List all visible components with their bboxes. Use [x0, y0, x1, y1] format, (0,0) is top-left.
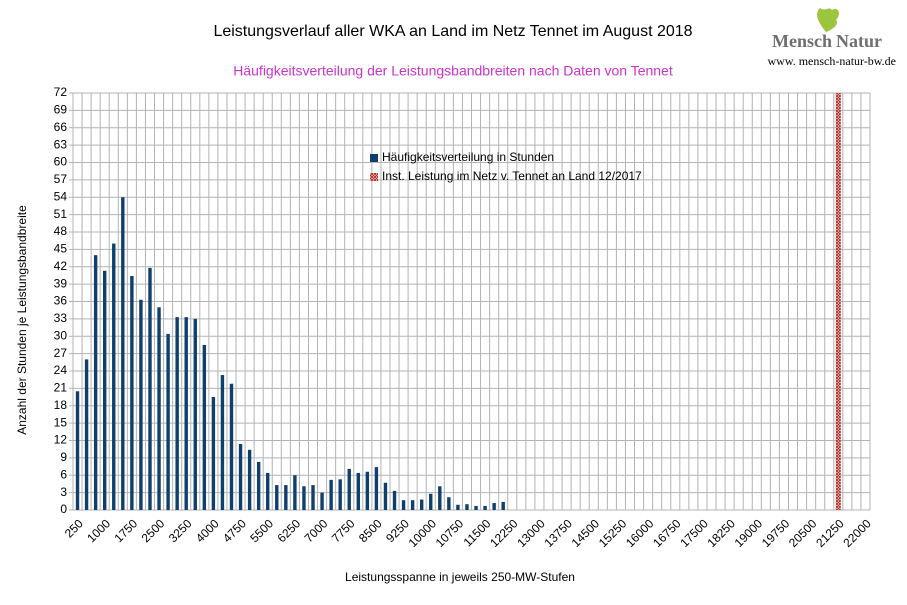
logo-url: www. mensch-natur-bw.de — [768, 54, 897, 68]
y-axis-label: Anzahl der Stunden je Leistungsbandbreit… — [15, 205, 29, 435]
bar — [302, 486, 306, 510]
y-tick-label: 72 — [54, 85, 68, 99]
y-tick-label: 3 — [60, 485, 67, 499]
bar — [139, 299, 143, 510]
bar — [501, 501, 505, 510]
y-tick-label: 57 — [54, 172, 68, 186]
bar — [275, 485, 279, 510]
bar — [166, 333, 170, 510]
chart-subtitle: Häufigkeitsverteilung der Leistungsbandb… — [233, 63, 673, 79]
y-tick-label: 12 — [54, 433, 68, 447]
y-tick-label: 39 — [54, 276, 68, 290]
logo: Mensch Natur www. mensch-natur-bw.de — [768, 8, 897, 68]
y-tick-label: 51 — [54, 207, 68, 221]
bar — [492, 503, 496, 510]
legend-swatch — [370, 173, 378, 181]
y-tick-label: 21 — [54, 381, 68, 395]
legend-label: Inst. Leistung im Netz v. Tennet an Land… — [382, 169, 642, 183]
logo-word: Natur — [836, 31, 882, 51]
bar — [429, 493, 433, 510]
bar — [374, 467, 379, 510]
legend-label: Häufigkeitsverteilung in Stunden — [382, 150, 554, 164]
bar — [102, 270, 107, 510]
bar — [383, 482, 388, 510]
legend-swatch — [370, 154, 378, 162]
y-tick-label: 66 — [54, 120, 68, 134]
y-tick-label: 30 — [54, 328, 68, 342]
bar — [84, 359, 89, 510]
y-tick-label: 24 — [54, 363, 68, 377]
y-tick-label: 69 — [54, 103, 68, 117]
bar — [438, 486, 442, 510]
bar — [247, 449, 252, 510]
bar — [256, 461, 261, 510]
bar — [184, 317, 188, 510]
bar — [410, 500, 415, 510]
bar — [474, 505, 478, 510]
bar — [465, 504, 469, 510]
bar — [121, 197, 125, 510]
bar — [93, 255, 98, 510]
bar — [365, 471, 370, 510]
bar — [338, 479, 342, 510]
bar — [329, 479, 333, 510]
bar — [356, 472, 360, 510]
bar — [112, 243, 116, 511]
bar — [220, 375, 225, 510]
y-tick-label: 36 — [54, 294, 68, 308]
bar — [447, 497, 451, 510]
bar — [392, 490, 397, 510]
bar — [148, 267, 152, 510]
y-tick-label: 6 — [60, 467, 67, 481]
bar — [266, 472, 270, 510]
y-tick-label: 9 — [60, 450, 67, 464]
bar — [483, 505, 487, 510]
bar — [130, 276, 134, 510]
y-tick-label: 63 — [54, 137, 68, 151]
bar — [238, 443, 243, 510]
bar — [293, 475, 297, 510]
bar — [193, 318, 197, 510]
bar — [157, 307, 161, 510]
bar — [347, 468, 351, 510]
y-tick-label: 27 — [54, 346, 68, 360]
y-tick-label: 18 — [54, 398, 68, 412]
y-tick-label: 15 — [54, 415, 68, 429]
bar — [835, 93, 841, 510]
logo-word: Mensch — [772, 31, 832, 51]
bar — [175, 317, 179, 510]
bar — [456, 504, 460, 510]
bar — [202, 344, 207, 510]
bar — [311, 485, 315, 510]
chart-title: Leistungsverlauf aller WKA an Land im Ne… — [213, 23, 692, 40]
bar — [75, 391, 80, 510]
bar — [211, 397, 216, 510]
y-tick-label: 33 — [54, 311, 68, 325]
bar — [419, 499, 424, 510]
y-tick-label: 54 — [54, 189, 68, 203]
y-tick-label: 48 — [54, 224, 68, 238]
bar — [320, 492, 324, 510]
bar — [401, 500, 406, 510]
bar — [284, 485, 288, 510]
y-tick-label: 0 — [60, 502, 67, 516]
x-axis-label: Leistungsspanne in jeweils 250-MW-Stufen — [345, 570, 575, 584]
logo-leaf — [817, 8, 839, 32]
y-tick-label: 45 — [54, 242, 68, 256]
bar — [229, 383, 234, 510]
y-tick-label: 60 — [54, 155, 68, 169]
y-tick-label: 42 — [54, 259, 68, 273]
